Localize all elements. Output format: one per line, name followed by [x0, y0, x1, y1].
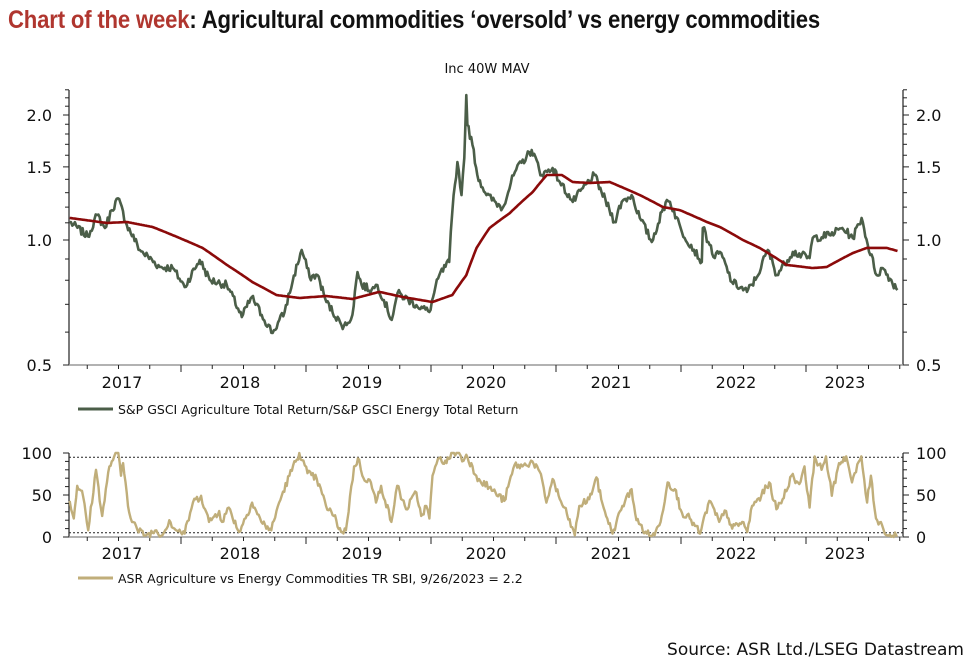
bottom-x-tick-2019: 2019	[342, 544, 383, 563]
series-line-40w-mav	[69, 173, 898, 304]
title-rest: : Agricultural commodities ‘oversold’ vs…	[189, 6, 820, 34]
bottom-x-tick-2018: 2018	[220, 544, 261, 563]
top-x-tick-2022: 2022	[716, 373, 757, 392]
legend-label-ratio: S&P GSCI Agriculture Total Return/S&P GS…	[118, 402, 518, 417]
top-chart-subtitle: Inc 40W MAV	[444, 62, 529, 77]
bottom-x-tick-2021: 2021	[591, 544, 632, 563]
top-x-tick-2020: 2020	[466, 373, 507, 392]
top-y-tick-left-1.0: 1.0	[27, 231, 52, 250]
chart-title: Chart of the week: Agricultural commodit…	[8, 6, 820, 35]
top-x-tick-2021: 2021	[591, 373, 632, 392]
bottom-x-tick-2022: 2022	[716, 544, 757, 563]
bottom-y-tick-left-50: 50	[32, 486, 52, 505]
top-y-tick-left-2.0: 2.0	[27, 106, 52, 125]
bottom-y-tick-right-100: 100	[916, 444, 947, 463]
source-note: Source: ASR Ltd./LSEG Datastream	[667, 640, 964, 660]
legend-label-sbi: ASR Agriculture vs Energy Commodities TR…	[118, 571, 523, 586]
bottom-chart-axes	[63, 452, 909, 544]
top-chart-series	[69, 93, 899, 335]
top-y-tick-right-0.5: 0.5	[916, 356, 941, 375]
top-y-tick-right-1.0: 1.0	[916, 231, 941, 250]
bottom-y-tick-left-100: 100	[21, 444, 52, 463]
top-x-tick-2023: 2023	[825, 373, 866, 392]
bottom-x-tick-2020: 2020	[466, 544, 507, 563]
top-y-tick-left-1.5: 1.5	[27, 158, 52, 177]
bottom-x-tick-2017: 2017	[102, 544, 143, 563]
bottom-y-tick-right-0: 0	[916, 528, 926, 547]
top-y-tick-left-0.5: 0.5	[27, 356, 52, 375]
top-x-tick-2019: 2019	[342, 373, 383, 392]
bottom-y-tick-right-50: 50	[916, 486, 936, 505]
top-x-tick-2018: 2018	[220, 373, 261, 392]
top-chart-axes	[63, 89, 909, 372]
series-line-sbi	[68, 451, 898, 539]
top-y-tick-right-2.0: 2.0	[916, 106, 941, 125]
bottom-y-tick-left-0: 0	[42, 528, 52, 547]
series-line-ag-energy-ratio	[69, 93, 899, 335]
bottom-x-tick-2023: 2023	[825, 544, 866, 563]
bottom-chart-series	[68, 451, 898, 539]
title-highlight: Chart of the week	[8, 6, 190, 34]
top-y-tick-right-1.5: 1.5	[916, 158, 941, 177]
top-x-tick-2017: 2017	[102, 373, 143, 392]
